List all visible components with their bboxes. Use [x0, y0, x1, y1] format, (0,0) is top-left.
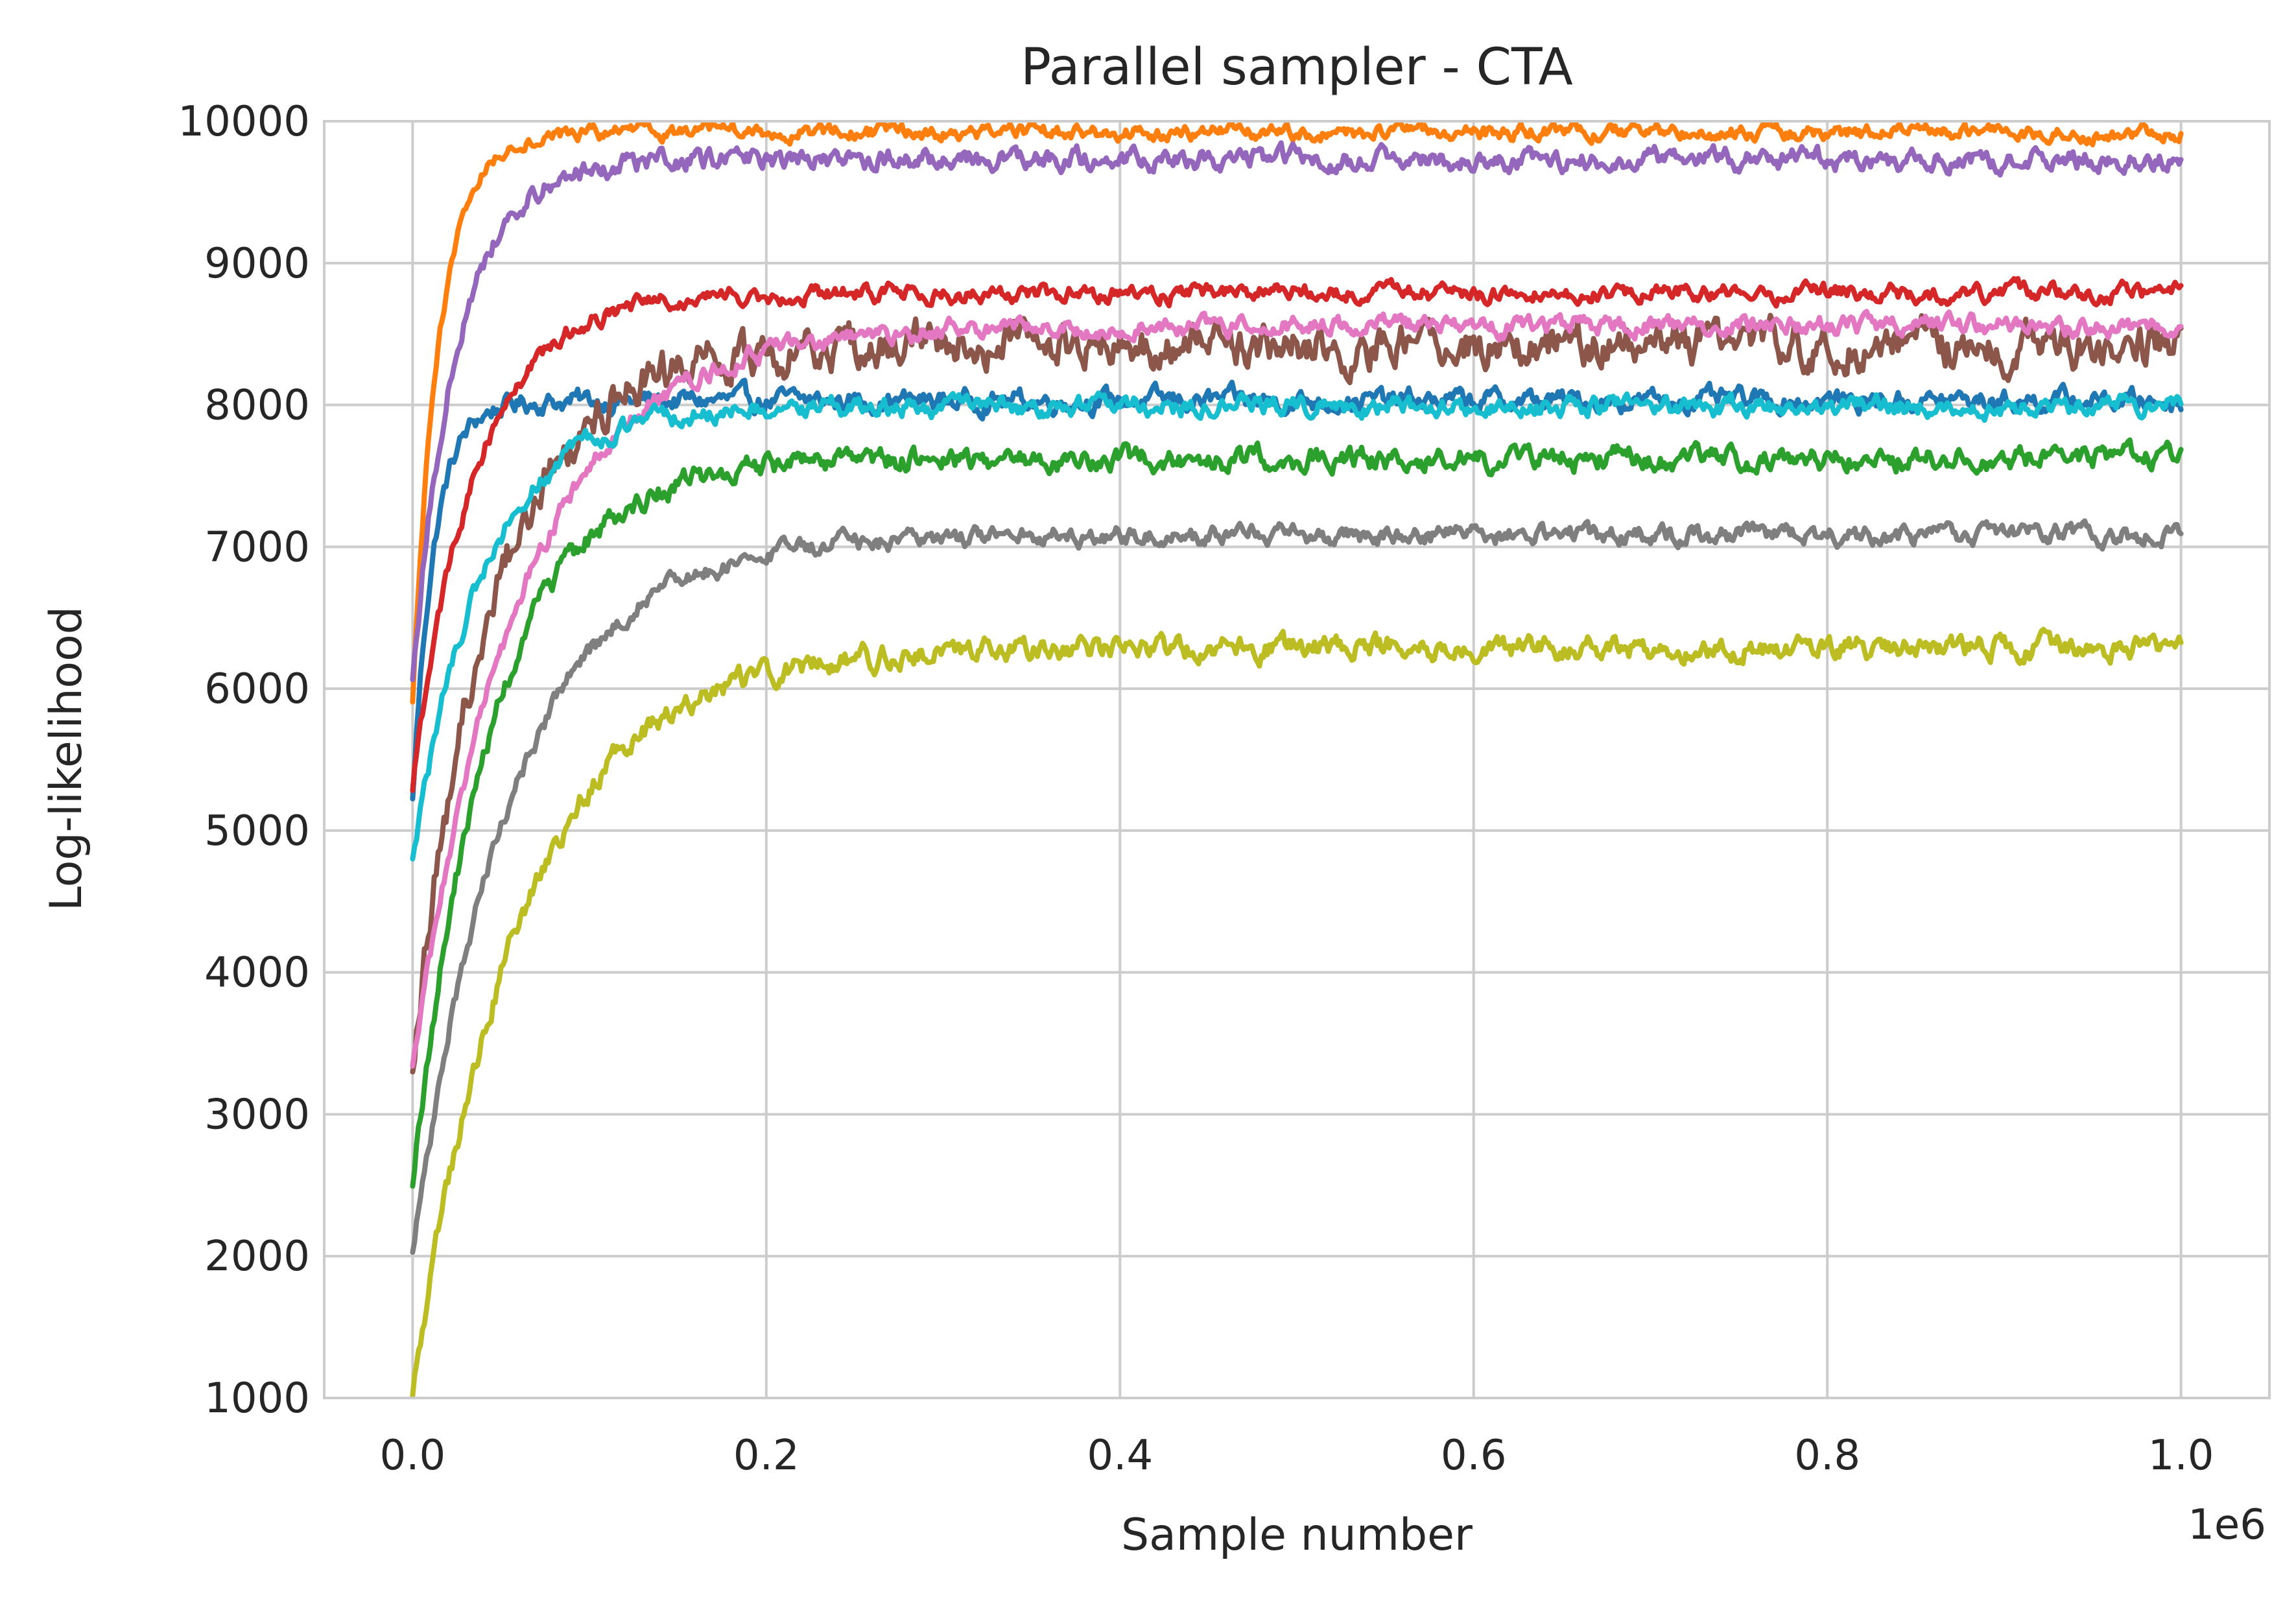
y-tick-label: 7000 [204, 523, 310, 571]
x-axis-label: Sample number [1121, 1510, 1473, 1561]
series-line-5 [410, 140, 2184, 683]
y-tick-label: 9000 [204, 240, 310, 288]
tick-labels: 0.0 0.2 0.4 0.6 0.8 1.0 1000 2000 3000 4000 5000 60… [178, 98, 2214, 1480]
y-tick-label: 6000 [204, 665, 310, 713]
x-tick-label: 0.0 [379, 1432, 445, 1480]
y-tick-label: 2000 [204, 1233, 310, 1281]
y-tick-label: 5000 [204, 807, 310, 855]
series-line-7 [410, 309, 2184, 1069]
series-line-6 [410, 313, 2184, 1075]
x-axis-offset-label: 1e6 [2188, 1501, 2266, 1549]
series-line-9 [410, 626, 2184, 1399]
y-tick-label: 8000 [204, 382, 310, 430]
y-tick-label: 3000 [204, 1091, 310, 1139]
plot-frame [323, 120, 2271, 1399]
y-axis-label: Log-likelihood [41, 606, 92, 911]
series-line-10 [410, 390, 2184, 862]
x-tick-label: 0.4 [1087, 1432, 1153, 1480]
x-tick-label: 0.2 [733, 1432, 799, 1480]
series-line-4 [410, 276, 2184, 793]
y-tick-label: 1000 [204, 1375, 310, 1423]
series-line-8 [410, 518, 2184, 1255]
x-tick-label: 0.8 [1794, 1432, 1860, 1480]
series-line-3 [410, 437, 2184, 1189]
series-group [410, 121, 2184, 1399]
x-tick-label: 1.0 [2148, 1432, 2214, 1480]
series-line-2 [410, 121, 2184, 705]
x-tick-label: 0.6 [1441, 1432, 1507, 1480]
chart-title: Parallel sampler - CTA [1021, 38, 1573, 97]
y-tick-label: 4000 [204, 949, 310, 997]
y-tick-label: 10000 [178, 98, 310, 146]
